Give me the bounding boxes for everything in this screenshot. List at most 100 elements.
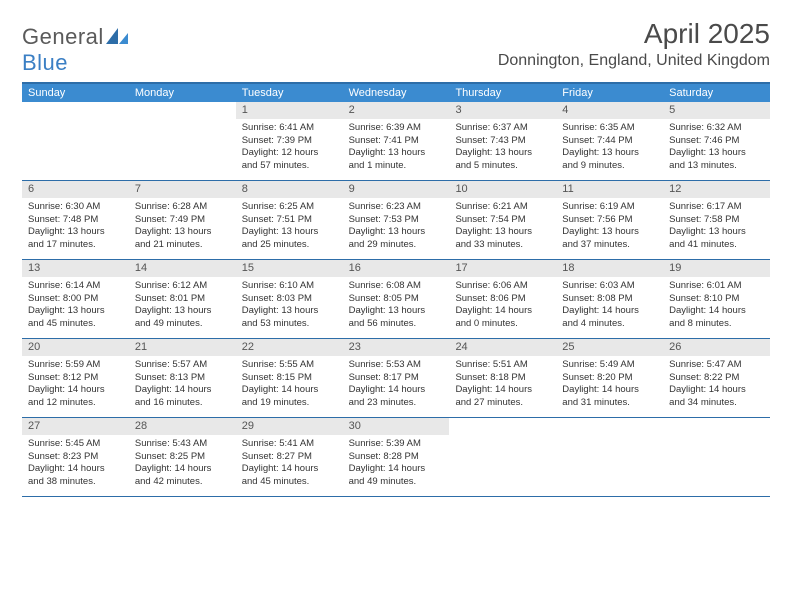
daylight-text-1: Daylight: 13 hours <box>28 226 123 239</box>
day-body: Sunrise: 6:28 AMSunset: 7:49 PMDaylight:… <box>129 198 236 256</box>
day-number: 26 <box>663 339 770 356</box>
daylight-text-1: Daylight: 14 hours <box>135 463 230 476</box>
sunset-text: Sunset: 7:39 PM <box>242 135 337 148</box>
sunset-text: Sunset: 8:27 PM <box>242 451 337 464</box>
daylight-text-1: Daylight: 14 hours <box>349 463 444 476</box>
daylight-text-1: Daylight: 14 hours <box>28 384 123 397</box>
sunrise-text: Sunrise: 6:10 AM <box>242 280 337 293</box>
sunrise-text: Sunrise: 5:55 AM <box>242 359 337 372</box>
daylight-text-1: Daylight: 14 hours <box>242 463 337 476</box>
weekday-sunday: Sunday <box>22 84 129 102</box>
week-row: 13Sunrise: 6:14 AMSunset: 8:00 PMDayligh… <box>22 260 770 339</box>
day-number: 2 <box>343 102 450 119</box>
daylight-text-1: Daylight: 13 hours <box>135 305 230 318</box>
sunrise-text: Sunrise: 6:39 AM <box>349 122 444 135</box>
day-cell-empty <box>129 102 236 180</box>
daylight-text-2: and 5 minutes. <box>455 160 550 173</box>
day-cell-empty <box>556 418 663 496</box>
weekday-saturday: Saturday <box>663 84 770 102</box>
day-body: Sunrise: 6:03 AMSunset: 8:08 PMDaylight:… <box>556 277 663 335</box>
logo: GeneralBlue <box>22 24 128 76</box>
sunrise-text: Sunrise: 6:28 AM <box>135 201 230 214</box>
sunset-text: Sunset: 8:13 PM <box>135 372 230 385</box>
daylight-text-2: and 41 minutes. <box>669 239 764 252</box>
day-body: Sunrise: 6:14 AMSunset: 8:00 PMDaylight:… <box>22 277 129 335</box>
daylight-text-2: and 45 minutes. <box>242 476 337 489</box>
day-cell: 2Sunrise: 6:39 AMSunset: 7:41 PMDaylight… <box>343 102 450 180</box>
sunset-text: Sunset: 7:53 PM <box>349 214 444 227</box>
daylight-text-1: Daylight: 13 hours <box>455 147 550 160</box>
daylight-text-1: Daylight: 13 hours <box>28 305 123 318</box>
day-number: 25 <box>556 339 663 356</box>
sunset-text: Sunset: 8:05 PM <box>349 293 444 306</box>
sunset-text: Sunset: 7:44 PM <box>562 135 657 148</box>
day-cell: 16Sunrise: 6:08 AMSunset: 8:05 PMDayligh… <box>343 260 450 338</box>
sunrise-text: Sunrise: 6:17 AM <box>669 201 764 214</box>
daylight-text-1: Daylight: 14 hours <box>135 384 230 397</box>
day-cell-empty <box>449 418 556 496</box>
daylight-text-2: and 45 minutes. <box>28 318 123 331</box>
day-cell: 23Sunrise: 5:53 AMSunset: 8:17 PMDayligh… <box>343 339 450 417</box>
sunrise-text: Sunrise: 5:45 AM <box>28 438 123 451</box>
weeks-container: 1Sunrise: 6:41 AMSunset: 7:39 PMDaylight… <box>22 102 770 497</box>
daylight-text-1: Daylight: 14 hours <box>455 305 550 318</box>
sunset-text: Sunset: 8:23 PM <box>28 451 123 464</box>
daylight-text-1: Daylight: 14 hours <box>242 384 337 397</box>
day-number: 29 <box>236 418 343 435</box>
sunrise-text: Sunrise: 5:41 AM <box>242 438 337 451</box>
daylight-text-2: and 1 minute. <box>349 160 444 173</box>
day-cell: 28Sunrise: 5:43 AMSunset: 8:25 PMDayligh… <box>129 418 236 496</box>
daylight-text-2: and 25 minutes. <box>242 239 337 252</box>
day-cell: 13Sunrise: 6:14 AMSunset: 8:00 PMDayligh… <box>22 260 129 338</box>
day-cell: 11Sunrise: 6:19 AMSunset: 7:56 PMDayligh… <box>556 181 663 259</box>
month-title: April 2025 <box>498 18 770 50</box>
calendar: SundayMondayTuesdayWednesdayThursdayFrid… <box>22 82 770 497</box>
sunset-text: Sunset: 8:00 PM <box>28 293 123 306</box>
day-number: 14 <box>129 260 236 277</box>
weekday-wednesday: Wednesday <box>343 84 450 102</box>
daylight-text-2: and 49 minutes. <box>135 318 230 331</box>
day-number: 4 <box>556 102 663 119</box>
day-number: 11 <box>556 181 663 198</box>
day-cell: 6Sunrise: 6:30 AMSunset: 7:48 PMDaylight… <box>22 181 129 259</box>
day-cell: 1Sunrise: 6:41 AMSunset: 7:39 PMDaylight… <box>236 102 343 180</box>
day-cell: 4Sunrise: 6:35 AMSunset: 7:44 PMDaylight… <box>556 102 663 180</box>
day-cell: 22Sunrise: 5:55 AMSunset: 8:15 PMDayligh… <box>236 339 343 417</box>
day-body: Sunrise: 5:41 AMSunset: 8:27 PMDaylight:… <box>236 435 343 493</box>
day-body: Sunrise: 6:30 AMSunset: 7:48 PMDaylight:… <box>22 198 129 256</box>
day-cell: 27Sunrise: 5:45 AMSunset: 8:23 PMDayligh… <box>22 418 129 496</box>
title-block: April 2025 Donnington, England, United K… <box>498 18 770 70</box>
day-cell: 12Sunrise: 6:17 AMSunset: 7:58 PMDayligh… <box>663 181 770 259</box>
day-cell: 19Sunrise: 6:01 AMSunset: 8:10 PMDayligh… <box>663 260 770 338</box>
daylight-text-1: Daylight: 14 hours <box>562 305 657 318</box>
day-body: Sunrise: 5:45 AMSunset: 8:23 PMDaylight:… <box>22 435 129 493</box>
day-body: Sunrise: 6:25 AMSunset: 7:51 PMDaylight:… <box>236 198 343 256</box>
sunset-text: Sunset: 7:54 PM <box>455 214 550 227</box>
day-body: Sunrise: 6:06 AMSunset: 8:06 PMDaylight:… <box>449 277 556 335</box>
daylight-text-2: and 29 minutes. <box>349 239 444 252</box>
day-body: Sunrise: 6:23 AMSunset: 7:53 PMDaylight:… <box>343 198 450 256</box>
sunrise-text: Sunrise: 6:23 AM <box>349 201 444 214</box>
sunset-text: Sunset: 8:20 PM <box>562 372 657 385</box>
day-cell: 30Sunrise: 5:39 AMSunset: 8:28 PMDayligh… <box>343 418 450 496</box>
day-cell: 25Sunrise: 5:49 AMSunset: 8:20 PMDayligh… <box>556 339 663 417</box>
sunset-text: Sunset: 7:49 PM <box>135 214 230 227</box>
daylight-text-2: and 19 minutes. <box>242 397 337 410</box>
logo-text: GeneralBlue <box>22 24 128 76</box>
daylight-text-1: Daylight: 13 hours <box>135 226 230 239</box>
sunset-text: Sunset: 7:43 PM <box>455 135 550 148</box>
sunset-text: Sunset: 7:48 PM <box>28 214 123 227</box>
day-number: 20 <box>22 339 129 356</box>
day-number: 19 <box>663 260 770 277</box>
daylight-text-2: and 33 minutes. <box>455 239 550 252</box>
day-number: 12 <box>663 181 770 198</box>
day-body: Sunrise: 5:43 AMSunset: 8:25 PMDaylight:… <box>129 435 236 493</box>
daylight-text-2: and 37 minutes. <box>562 239 657 252</box>
logo-word-general: General <box>22 24 104 49</box>
sunrise-text: Sunrise: 5:51 AM <box>455 359 550 372</box>
sunrise-text: Sunrise: 6:01 AM <box>669 280 764 293</box>
week-row: 20Sunrise: 5:59 AMSunset: 8:12 PMDayligh… <box>22 339 770 418</box>
day-number: 9 <box>343 181 450 198</box>
day-cell-empty <box>22 102 129 180</box>
day-body: Sunrise: 5:55 AMSunset: 8:15 PMDaylight:… <box>236 356 343 414</box>
